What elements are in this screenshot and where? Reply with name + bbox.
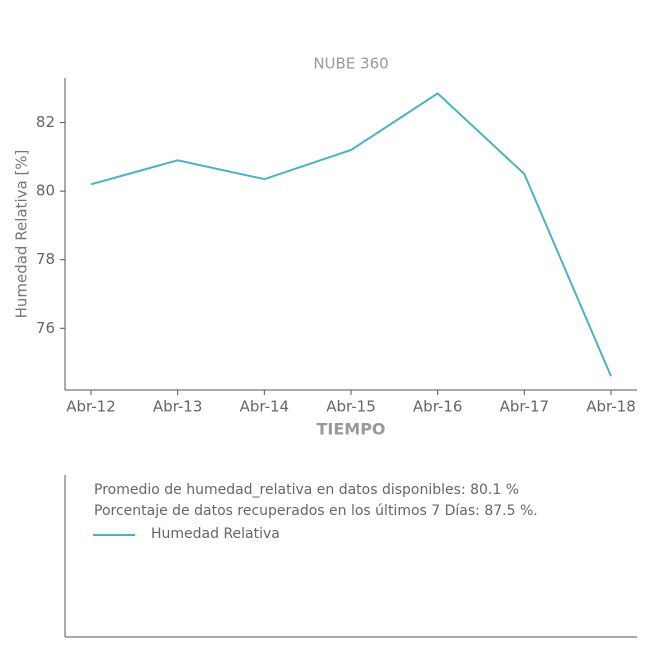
annotation: Porcentaje de datos recuperados en los ú… bbox=[94, 503, 538, 519]
x-tick-label: Abr-16 bbox=[413, 398, 463, 416]
y-tick-label: 78 bbox=[36, 250, 55, 268]
x-tick-label: Abr-14 bbox=[240, 398, 290, 416]
y-tick-label: 80 bbox=[36, 182, 55, 200]
x-axis-label: TIEMPO bbox=[316, 420, 385, 439]
x-tick-label: Abr-17 bbox=[500, 398, 550, 416]
x-tick-label: Abr-13 bbox=[153, 398, 203, 416]
chart-title: NUBE 360 bbox=[313, 55, 388, 73]
y-axis-label: Humedad Relativa [%] bbox=[13, 150, 31, 319]
annotation: Promedio de humedad_relativa en datos di… bbox=[94, 482, 519, 498]
x-tick-label: Abr-15 bbox=[326, 398, 376, 416]
x-tick-label: Abr-18 bbox=[586, 398, 636, 416]
y-tick-label: 76 bbox=[36, 319, 55, 337]
y-tick-label: 82 bbox=[36, 113, 55, 131]
data-line bbox=[90, 92, 612, 377]
legend-label: Humedad Relativa bbox=[151, 526, 280, 542]
x-tick-label: Abr-12 bbox=[66, 398, 116, 416]
